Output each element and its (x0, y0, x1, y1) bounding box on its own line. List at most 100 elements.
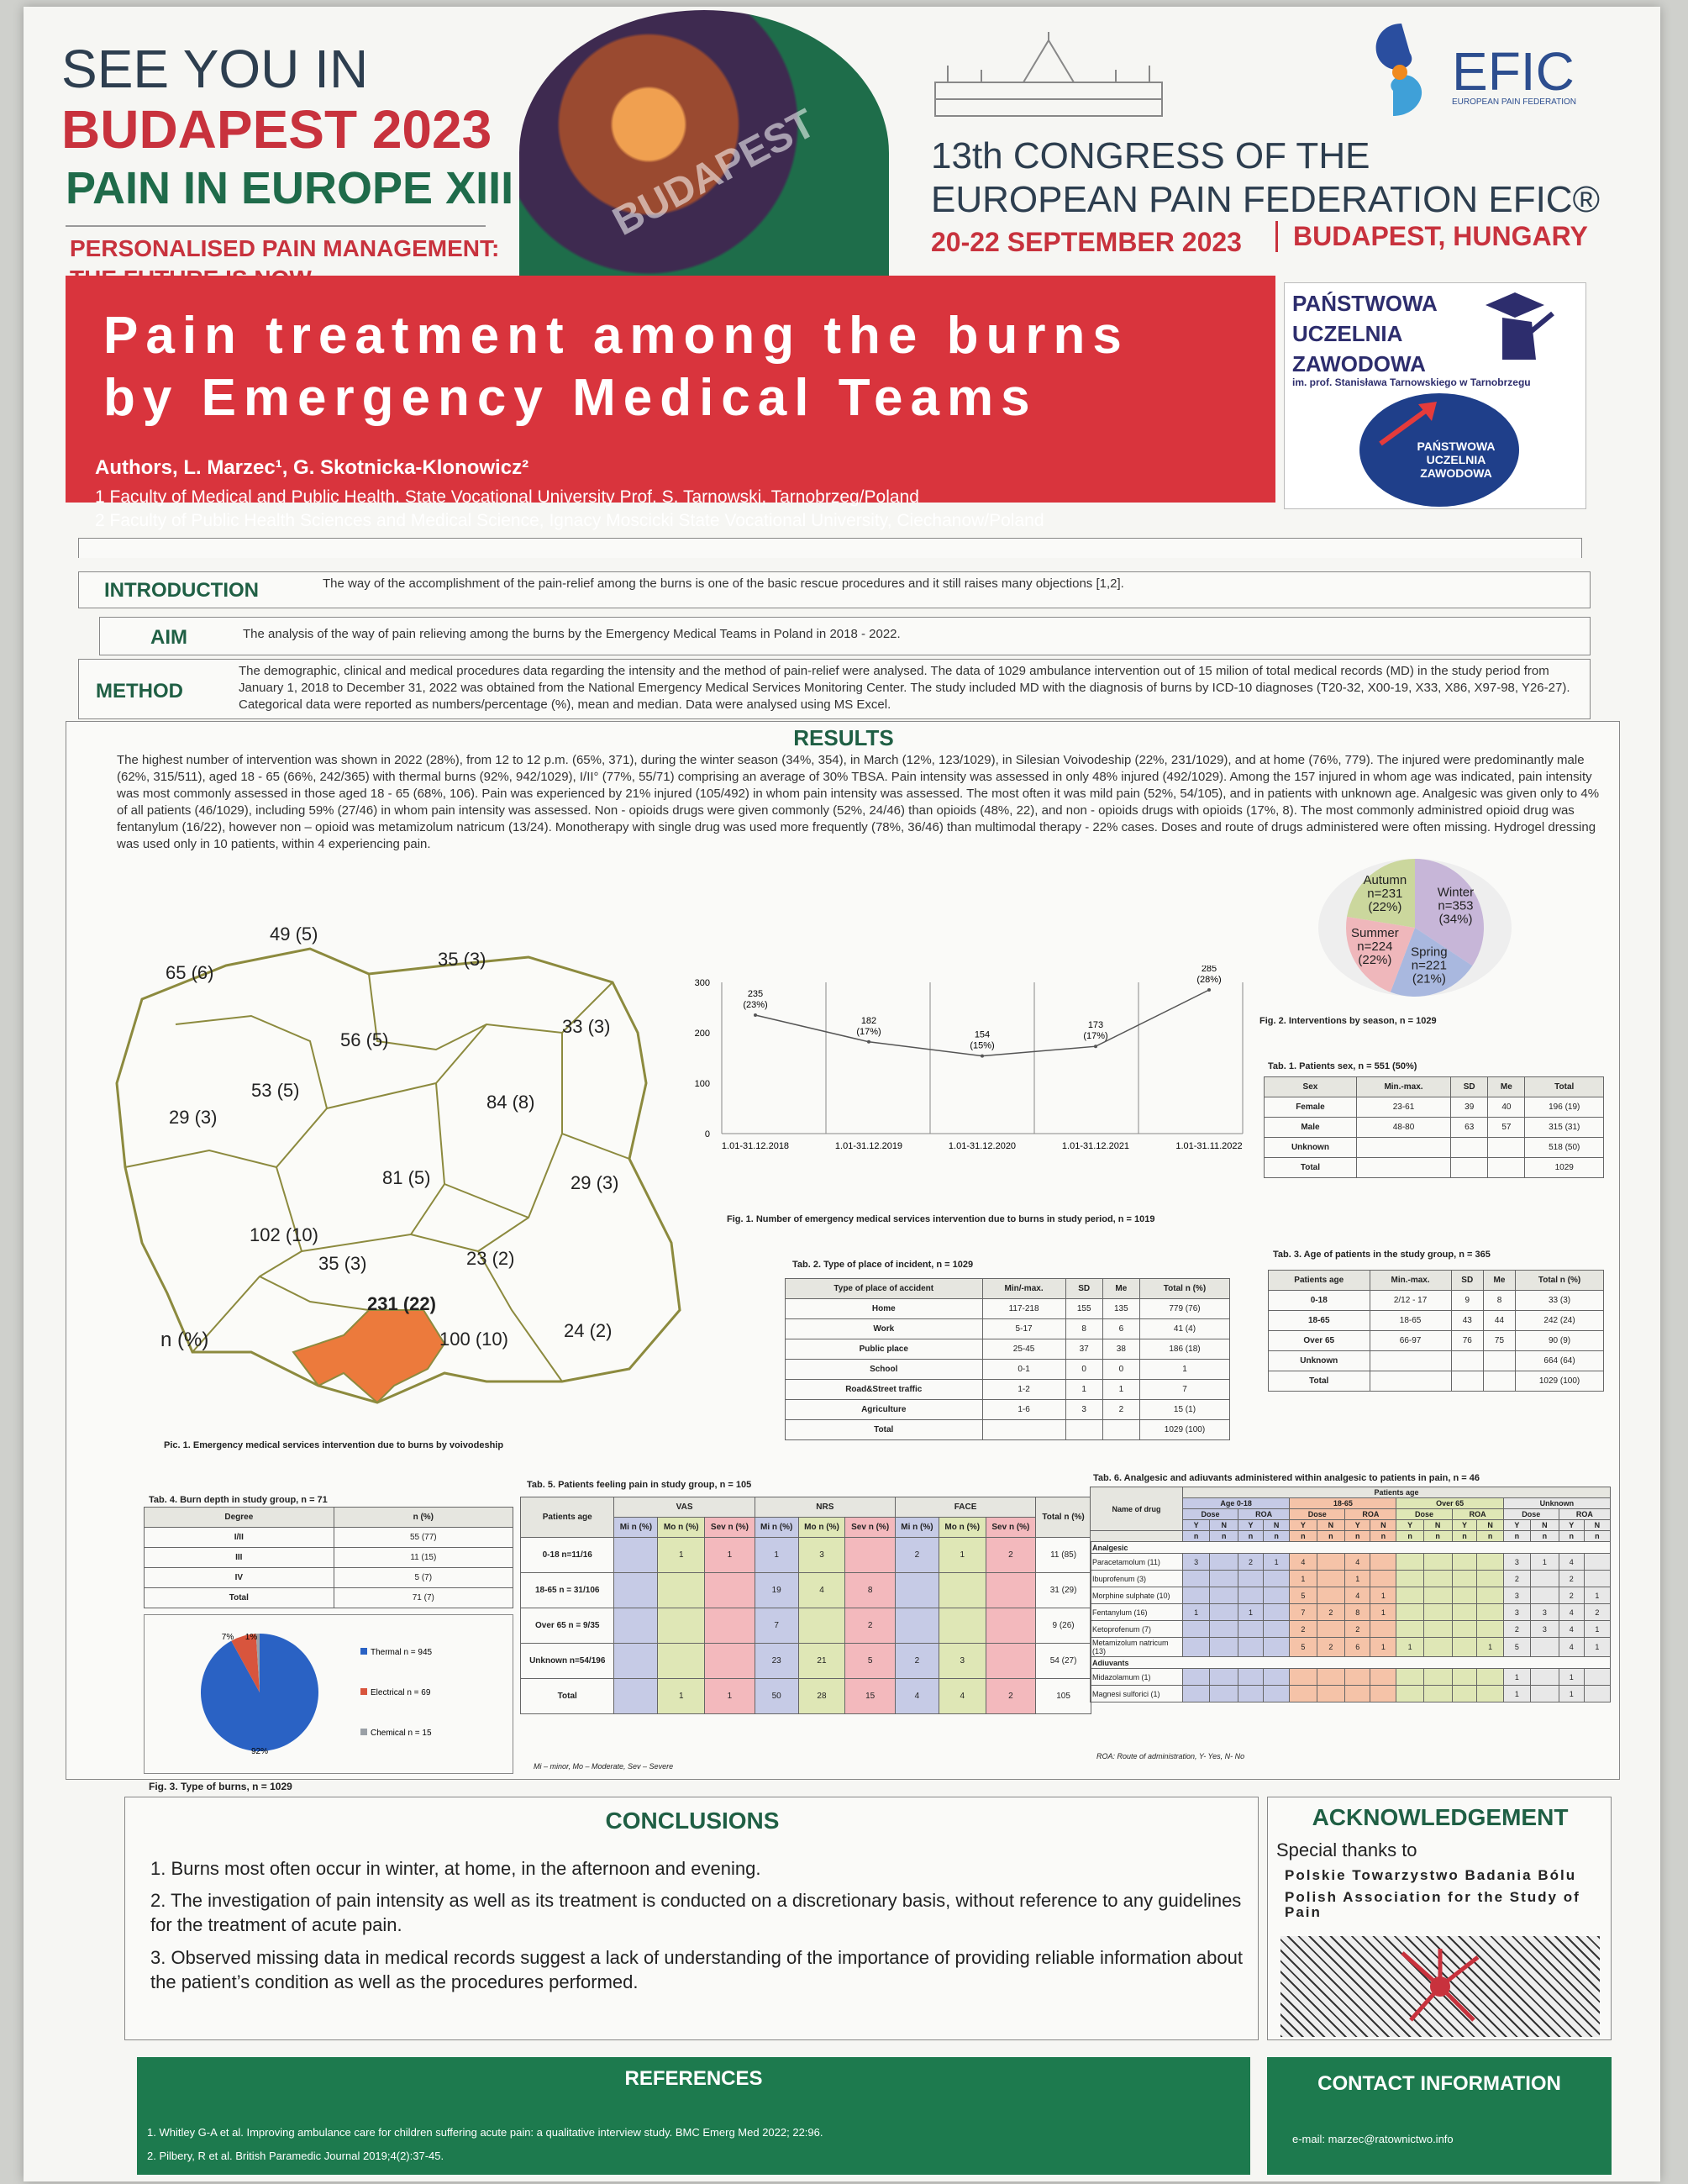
fig3-legend-swatch (360, 1648, 367, 1655)
table-cell: 3 (1065, 1399, 1103, 1420)
fig1-point (1094, 1045, 1097, 1049)
table-cell (1316, 1553, 1346, 1571)
tab5-note: Mi – minor, Mo – Moderate, Sev – Severe (534, 1762, 674, 1771)
table-cell: n (1530, 1530, 1559, 1542)
table-cell (1262, 1570, 1291, 1587)
table-cell (1476, 1685, 1504, 1702)
table-header-cell: SD (1450, 1076, 1489, 1097)
table-cell (1209, 1685, 1239, 1702)
table-cell: 38 (1102, 1339, 1140, 1360)
reference-item: 1. Whitley G-A et al. Improving ambulanc… (147, 2126, 823, 2139)
table-cell: 75 (1482, 1330, 1517, 1351)
table-cell (1370, 1668, 1397, 1686)
congress-city: BUDAPEST, HUNGARY (1275, 221, 1588, 252)
fig1-title: Fig. 1. Number of emergency medical serv… (727, 1214, 1155, 1224)
table-cell (613, 1608, 659, 1644)
table-cell: ROA (1238, 1508, 1291, 1520)
table-cell: NRS (754, 1497, 896, 1518)
table-cell: 4 (1558, 1620, 1585, 1638)
table-cell: 39 (1450, 1097, 1489, 1118)
table-cell: Midazolamum (1) (1090, 1668, 1183, 1686)
contact-section: CONTACT INFORMATION e-mail: marzec@ratow… (1267, 2057, 1612, 2175)
conclusions-title: CONCLUSIONS (605, 1808, 780, 1834)
table-cell: Female (1264, 1097, 1357, 1118)
fig1-ytick: 300 (695, 978, 710, 988)
table-cell: 18-65 (1268, 1310, 1370, 1331)
table-cell: N (1316, 1519, 1346, 1531)
fig1-ytick: 0 (705, 1129, 710, 1139)
table-row: I/II 55 (77) (144, 1527, 514, 1548)
table-cell (1530, 1685, 1559, 1702)
affiliations: 1 Faculty of Medical and Public Health, … (95, 486, 1044, 533)
fig3-legend-label: Electrical n = 69 (371, 1688, 431, 1697)
contact-email[interactable]: e-mail: marzec@ratownictwo.info (1292, 2133, 1454, 2145)
table-cell (1209, 1553, 1239, 1571)
table-cell: 242 (24) (1515, 1310, 1604, 1331)
fig3-legend-label: Thermal n = 945 (371, 1648, 433, 1657)
conclusion-item: 1. Burns most often occur in winter, at … (150, 1858, 761, 1879)
table-cell: 4 (894, 1678, 939, 1714)
table-row: Total 1 1 50 28 15 4 4 2 105 (519, 1678, 1091, 1714)
table-cell: 5 (1289, 1637, 1317, 1657)
table-cell: N (1370, 1519, 1397, 1531)
tab4-table: Degree n (%) I/II 55 (77) III 11 (15) IV 5 (7) T… (144, 1507, 514, 1608)
table-cell (613, 1537, 659, 1573)
fig3-burn-type-pie: 92% 7% 1% Thermal n = 945 Electrical n = 69 C… (200, 1633, 433, 1755)
table-cell (1476, 1587, 1504, 1604)
table-cell: 1 (1558, 1685, 1585, 1702)
table-cell: 5 (1502, 1637, 1532, 1657)
fig2-slice (1390, 928, 1473, 997)
table-cell: 11 (15) (333, 1547, 514, 1568)
table-cell: 0-18 n=11/16 (519, 1537, 615, 1573)
table-row: III 11 (15) (144, 1547, 514, 1568)
university-name: PAŃSTWOWA UCZELNIA ZAWODOWA (1292, 288, 1438, 379)
table-cell: 1 (1558, 1668, 1585, 1686)
results-text: The highest number of intervention was s… (117, 753, 1600, 851)
table-cell: 3 (1502, 1587, 1532, 1604)
table-cell (1422, 1570, 1453, 1587)
tab1-table: Sex Min.-max. SD Me Total Female 23-61 39 40 196 … (1264, 1076, 1604, 1178)
table-cell: 2 (894, 1643, 939, 1679)
table-cell: Name of drug (1090, 1487, 1183, 1531)
table-cell (1316, 1570, 1346, 1587)
table-cell (1451, 1603, 1478, 1621)
table-header-cell: Min.-max. (1355, 1076, 1452, 1097)
table-row: Paracetamolum (11) 3 2 1 4 4 3 1 4 (1090, 1553, 1612, 1571)
table-cell: Mo n (%) (797, 1517, 846, 1538)
table-row: Morphine sulphate (10) 5 4 1 3 2 1 (1090, 1587, 1612, 1604)
table-cell: 1 (657, 1537, 706, 1573)
table-cell (1238, 1637, 1264, 1657)
table-cell: 3 (1530, 1620, 1559, 1638)
table-row: Total 1029 (1264, 1157, 1604, 1178)
table-cell (1422, 1603, 1453, 1621)
table-cell (1451, 1620, 1478, 1638)
tagline-line-1: PERSONALISED PAIN MANAGEMENT: (70, 235, 500, 261)
table-header-cell: Total (1524, 1076, 1604, 1097)
table-cell (1450, 1157, 1489, 1178)
table-cell: 2 (1289, 1620, 1317, 1638)
table-cell (1262, 1668, 1291, 1686)
introduction-box: INTRODUCTION The way of the accomplishme… (78, 571, 1591, 608)
fig1-point (867, 1039, 870, 1044)
table-header-cell: Total n (%) (1138, 1278, 1231, 1299)
table-cell: Dose (1396, 1508, 1453, 1520)
table-cell (613, 1572, 659, 1608)
map-label: 23 (2) (466, 1248, 515, 1269)
fig1-ytick: 200 (695, 1029, 710, 1039)
fig1-data-label: 182 (17%) (856, 1016, 881, 1037)
table-cell: Patients age (519, 1497, 615, 1538)
fig3-slice (231, 1634, 260, 1692)
table-cell: III (144, 1547, 334, 1568)
table-cell: 2 (985, 1678, 1037, 1714)
table-cell: 0 (1102, 1359, 1140, 1380)
map-label: 29 (3) (571, 1172, 619, 1193)
table-cell: 664 (64) (1515, 1350, 1604, 1371)
table-cell: 2 (1102, 1399, 1140, 1420)
table-cell: 2 (1583, 1603, 1612, 1621)
table-cell: 1 (1583, 1587, 1612, 1604)
table-row: Over 65 66-97 76 75 90 (9) (1268, 1330, 1604, 1351)
table-cell: n (1316, 1530, 1346, 1542)
acknowledgement-text: Special thanks to (1276, 1839, 1417, 1860)
table-cell (894, 1608, 939, 1644)
table-row: Agriculture 1-6 3 2 15 (1) (785, 1399, 1231, 1420)
